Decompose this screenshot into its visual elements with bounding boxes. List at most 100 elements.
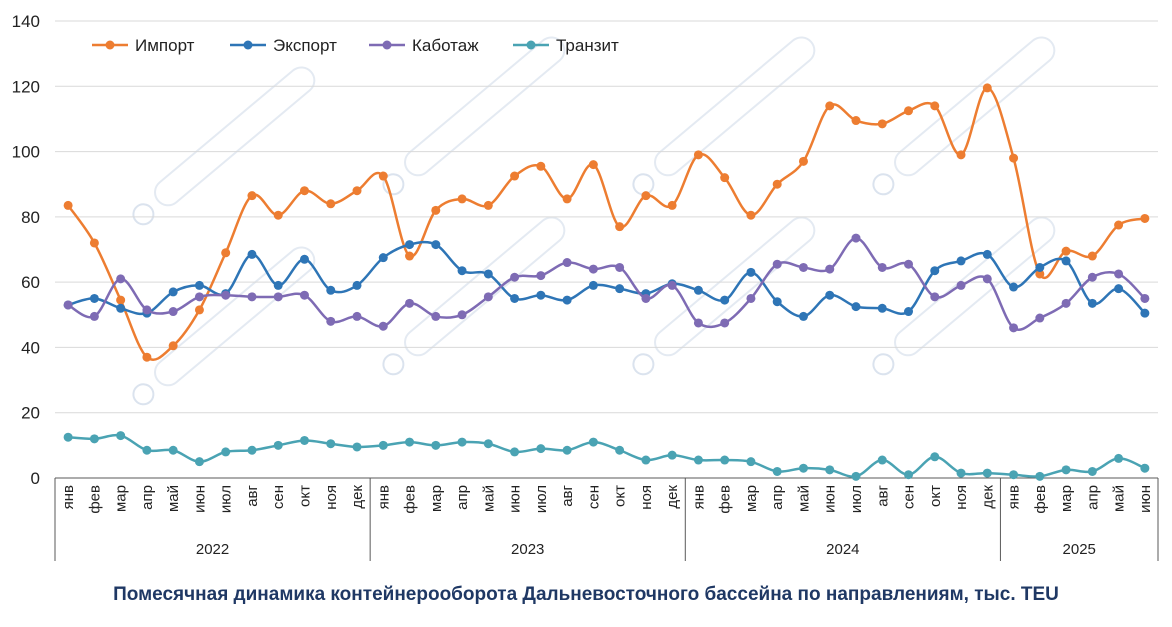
series-Транзит [63,431,1150,481]
watermark-mark [382,353,405,376]
data-point [273,292,283,302]
data-point [588,160,598,170]
data-point [877,119,887,129]
data-point [457,310,467,320]
watermark-logo [632,216,816,376]
watermark-mark [404,36,566,177]
data-point [378,321,388,331]
watermark-mark [632,173,655,196]
x-tick-label: апр [139,485,156,510]
gridlines [55,20,1158,414]
data-point [720,295,730,305]
data-point [299,435,309,445]
x-tick-label: окт [296,485,313,507]
x-tick-label: апр [454,485,471,510]
data-point [1140,293,1150,303]
data-point [904,259,914,269]
data-point [1087,466,1097,476]
data-point [116,303,126,313]
data-point [641,455,651,465]
data-point [405,437,415,447]
data-point [693,318,703,328]
data-point [510,171,520,181]
data-point [1114,453,1124,463]
x-tick-label: авг [559,484,576,506]
data-point [247,292,257,302]
year-label: 2022 [196,541,229,558]
data-point [168,341,178,351]
x-tick-label: май [795,485,812,512]
x-tick-label: ноя [953,485,970,510]
watermark-mark [154,246,316,387]
data-point [89,238,99,248]
data-point [588,264,598,274]
data-point [273,210,283,220]
watermark-logo [132,66,316,226]
data-point [299,290,309,300]
data-point [1114,269,1124,279]
data-point [1087,272,1097,282]
legend-marker [382,40,392,50]
data-point [510,272,520,282]
x-tick-label: июн [507,485,524,513]
data-point [483,200,493,210]
y-axis-ticks: 0 20 40 60 80 100 120 140 [12,12,40,488]
watermark-mark [404,216,566,357]
data-point [431,205,441,215]
x-tick-label: ноя [323,485,340,510]
x-axis-ticks: янв фев мар апр май июн июл авг сен окт ноя дек янв ф… [60,484,1154,558]
data-point [615,284,625,294]
legend-item: Транзит [513,36,619,55]
data-point [483,439,493,449]
data-point [693,455,703,465]
x-tick-label: фев [717,485,734,514]
data-point [1009,470,1019,480]
data-point [1061,246,1071,256]
data-point [930,292,940,302]
data-point [510,293,520,303]
data-point [877,303,887,313]
data-point [982,83,992,93]
x-tick-label: июн [1137,485,1154,513]
data-point [247,445,257,455]
x-tick-label: сен [901,485,918,509]
x-tick-label: мар [1058,485,1075,512]
data-point [904,307,914,317]
y-tick-label: 0 [31,469,40,488]
data-point [982,274,992,284]
x-tick-label: дек [979,485,996,509]
watermark-logo [132,246,316,406]
data-point [326,285,336,295]
data-point [562,194,572,204]
year-label: 2025 [1063,541,1096,558]
x-tick-label: июл [848,485,865,513]
x-tick-label: янв [690,485,707,509]
data-point [1087,298,1097,308]
x-tick-label: сен [270,485,287,509]
data-point [746,267,756,277]
data-point [247,249,257,259]
data-point [772,297,782,307]
y-tick-label: 80 [21,208,40,227]
data-point [667,450,677,460]
data-point [457,266,467,276]
data-point [510,447,520,457]
data-point [405,251,415,261]
legend-label: Каботаж [412,36,479,55]
data-point [1009,282,1019,292]
y-tick-label: 140 [12,12,40,31]
data-point [798,156,808,166]
x-tick-label: фев [402,485,419,514]
data-point [1035,269,1045,279]
watermark-mark [132,383,155,406]
x-tick-label: фев [1032,485,1049,514]
y-tick-label: 40 [21,338,40,357]
series-Каботаж [63,233,1150,333]
watermark-mark [872,173,895,196]
data-point [536,444,546,454]
data-point [904,470,914,480]
data-point [1035,471,1045,481]
data-point [772,466,782,476]
watermark-mark [132,203,155,226]
data-point [798,262,808,272]
